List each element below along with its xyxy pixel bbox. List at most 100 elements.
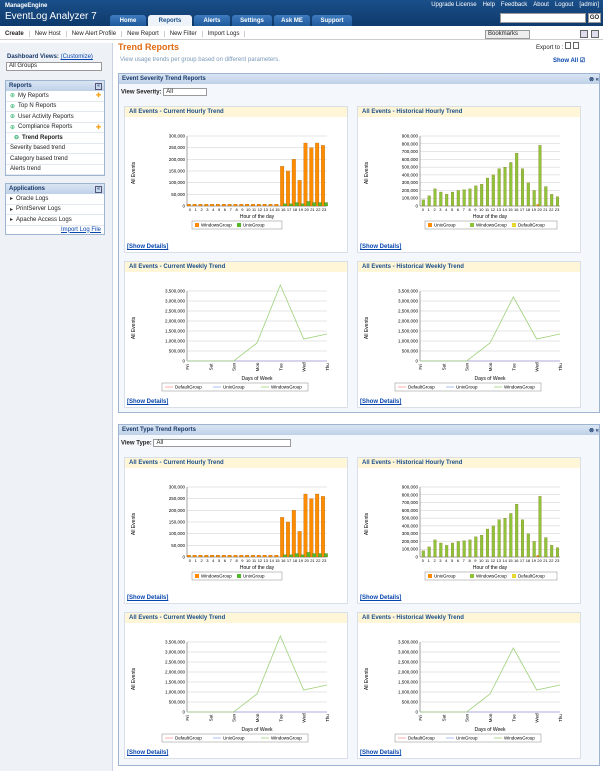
x-tick-label: 3	[206, 207, 209, 212]
x-tick-label: 4	[445, 558, 448, 563]
tab-ask-me[interactable]: Ask ME	[274, 15, 310, 26]
about-link[interactable]: About	[533, 2, 549, 8]
bookmarks-dropdown[interactable]: Bookmarks	[485, 30, 530, 39]
legend-label: WindowsGroup	[201, 223, 232, 228]
legend-box	[394, 733, 542, 743]
tab-settings[interactable]: Settings	[232, 15, 272, 26]
print-icon[interactable]	[591, 30, 599, 38]
y-tick-label: 100,000	[169, 531, 186, 536]
show-details-link[interactable]: [Show Details]	[127, 750, 169, 756]
sidebar-item-label: Trend Reports	[22, 134, 63, 141]
y-tick-label: 500,000	[402, 516, 419, 521]
x-tick-label: 5	[218, 207, 221, 212]
go-button[interactable]: GO	[588, 13, 601, 23]
legend-swatch	[195, 223, 199, 227]
csv-icon[interactable]	[572, 42, 579, 49]
collapse-icon[interactable]: «	[95, 185, 102, 193]
x-tick-label: 4	[212, 207, 215, 212]
x-tick-label: 0	[422, 558, 425, 563]
legend-box	[424, 571, 558, 581]
pdf-icon[interactable]	[565, 42, 572, 49]
severity-select[interactable]: All	[163, 88, 208, 96]
bar	[186, 204, 191, 207]
feedback-link[interactable]: Feedback	[500, 2, 528, 8]
bar	[491, 174, 495, 207]
show-details-link[interactable]: [Show Details]	[360, 399, 402, 405]
bar	[294, 202, 299, 207]
x-tick-label: 5	[451, 207, 454, 212]
new-filter-button[interactable]: New Filter	[165, 30, 203, 37]
y-tick-label: 200,000	[169, 157, 186, 162]
new-alert-profile-button[interactable]: New Alert Profile	[67, 30, 123, 37]
bar	[312, 202, 317, 207]
new-report-button[interactable]: New Report	[122, 30, 165, 37]
import-log-file-link[interactable]: Import Log File	[60, 226, 101, 233]
search-input[interactable]	[500, 13, 586, 23]
tab-home[interactable]: Home	[110, 15, 146, 26]
type-select[interactable]: All	[153, 439, 292, 447]
y-tick-label: 300,000	[169, 134, 186, 139]
sidebar-item-severity-trend[interactable]: Severity based trend	[6, 144, 104, 154]
show-details-link[interactable]: [Show Details]	[360, 244, 402, 250]
severity-filter: View Severity: All	[121, 88, 208, 96]
create-label: Create	[0, 30, 30, 37]
sidebar-item-my-reports[interactable]: ⊕ My Reports ✚	[6, 91, 104, 102]
tab-alerts[interactable]: Alerts	[194, 15, 230, 26]
sidebar-item-apache-logs[interactable]: ▸ Apache Access Logs	[6, 215, 104, 226]
x-tick-label: Thu	[325, 363, 330, 371]
x-tick-label: 8	[468, 558, 471, 563]
bar	[318, 553, 322, 558]
x-tick-label: 7	[463, 207, 466, 212]
show-all-label: Show All	[553, 58, 579, 64]
legend-label: DefaultGroup	[408, 385, 435, 390]
group-select[interactable]: All Groups	[6, 62, 102, 71]
legend-label: DefaultGroup	[175, 385, 202, 390]
x-tick-label: 6	[457, 207, 460, 212]
help-link[interactable]: Help	[482, 2, 495, 8]
sidebar-item-category-trend[interactable]: Category based trend	[6, 154, 104, 165]
collapse-icon[interactable]: «	[95, 82, 102, 90]
show-details-link[interactable]: [Show Details]	[360, 750, 402, 756]
sidebar-item-label: Severity based trend	[10, 145, 66, 152]
bar	[315, 142, 320, 207]
logout-link[interactable]: Logout	[554, 2, 574, 8]
x-tick-label: 2	[200, 558, 203, 563]
section-controls[interactable]: ⊗ «	[588, 76, 599, 83]
x-tick-label: Wed	[302, 713, 307, 723]
sidebar-item-oracle-logs[interactable]: ▸ Oracle Logs	[6, 194, 104, 205]
trend-chart-card: All Events - Historical Hourly Trend [Sho…	[357, 457, 581, 604]
new-host-button[interactable]: New Host	[30, 30, 67, 37]
bar	[303, 493, 308, 558]
show-details-link[interactable]: [Show Details]	[127, 399, 169, 405]
show-all-toggle[interactable]: Show All ☑	[553, 58, 586, 64]
add-icon[interactable]: ✚	[95, 124, 101, 131]
tab-support[interactable]: Support	[312, 15, 352, 26]
reports-panel: Reports « ⊕ My Reports ✚ ⊕ Top N Reports ⊕ Us…	[5, 80, 105, 176]
import-logs-button[interactable]: Import Logs	[203, 30, 246, 37]
window-icon[interactable]	[580, 30, 588, 38]
x-tick-label: 11	[252, 207, 257, 212]
trend-chart-card: All Events - Current Hourly Trend [Show D…	[124, 106, 348, 253]
legend-label: UnixGroup	[434, 223, 456, 228]
sidebar-item-user-activity[interactable]: ⊕ User Activity Reports	[6, 112, 104, 123]
show-details-link[interactable]: [Show Details]	[127, 595, 169, 601]
upgrade-license-link[interactable]: Upgrade License	[431, 2, 477, 8]
x-tick-label: Tue	[511, 714, 516, 722]
chart-svg: All Events 0 100,000 200,000 300,000 400,000 5…	[364, 134, 560, 230]
sidebar-item-trend-reports[interactable]: ⊖ Trend Reports	[6, 133, 104, 144]
customize-link[interactable]: (Customize)	[60, 54, 93, 60]
tab-reports[interactable]: Reports	[148, 15, 192, 26]
chart-title: All Events - Historical Hourly Trend	[358, 107, 580, 117]
sidebar-item-top-n[interactable]: ⊕ Top N Reports	[6, 102, 104, 112]
show-details-link[interactable]: [Show Details]	[360, 595, 402, 601]
show-details-link[interactable]: [Show Details]	[127, 244, 169, 250]
user-label: [admin]	[579, 2, 599, 8]
section-controls[interactable]: ⊗ «	[588, 427, 599, 434]
add-icon[interactable]: ✚	[95, 93, 101, 100]
sidebar-item-alerts-trend[interactable]: Alerts trend	[6, 165, 104, 175]
bar	[521, 519, 524, 558]
y-tick-label: 800,000	[402, 492, 419, 497]
type-section-header: Event Type Trend Reports ⊗ «	[119, 425, 599, 435]
sidebar-item-printserver-logs[interactable]: ▸ PrintServer Logs	[6, 205, 104, 215]
sidebar-item-compliance[interactable]: ⊕ Compliance Reports ✚	[6, 123, 104, 133]
